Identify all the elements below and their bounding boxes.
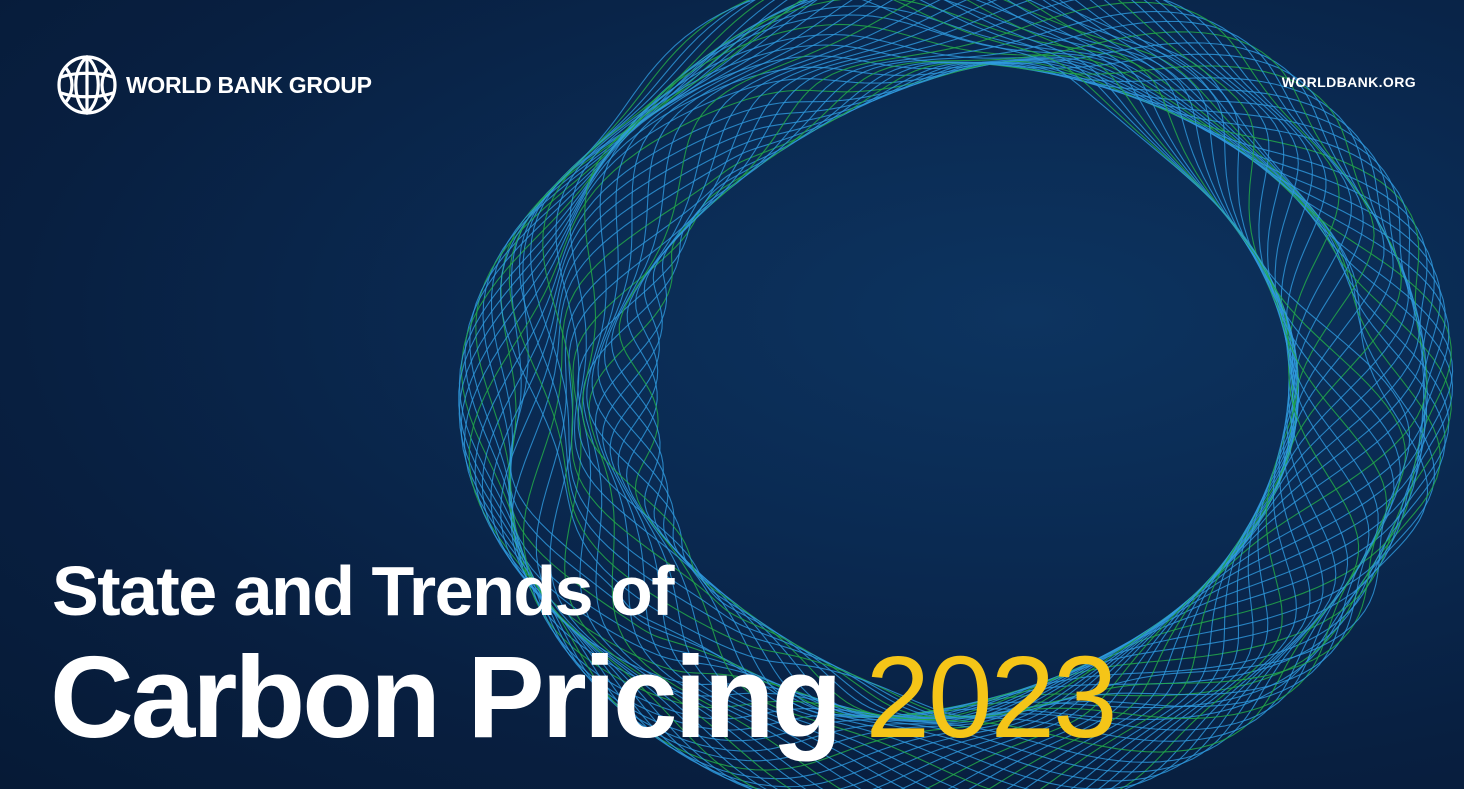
swirl-line: [468, 60, 1428, 771]
swirl-line: [499, 0, 1411, 719]
logo-text: WORLD BANK GROUP: [126, 71, 372, 98]
swirl-line: [611, 0, 1298, 789]
swirl-line: [577, 20, 1364, 789]
swirl-line: [581, 0, 1360, 753]
swirl-line: [474, 61, 1427, 780]
swirl-line: [510, 62, 1409, 789]
swirl-line: [597, 0, 1324, 782]
globe-icon: [57, 55, 117, 115]
swirl-line: [460, 59, 1435, 752]
title-line-1: State and Trends of: [52, 552, 675, 630]
swirl-line: [586, 0, 1349, 763]
swirl-line: [569, 0, 1370, 742]
title-main: Carbon Pricing: [50, 632, 842, 762]
swirl-line: [500, 62, 1415, 789]
swirl-line: [490, 0, 1446, 718]
swirl-line: [529, 0, 1395, 718]
swirl-line: [591, 0, 1337, 773]
swirl-line: [626, 0, 1300, 789]
title-year: 2023: [865, 632, 1117, 762]
swirl-line: [519, 0, 1401, 718]
swirl-line: [594, 0, 1327, 789]
swirl-line: [542, 0, 1388, 719]
swirl-line: [522, 62, 1402, 789]
swirl-line: [463, 60, 1428, 762]
website-link[interactable]: WORLDBANK.ORG: [1281, 74, 1416, 90]
swirl-line: [601, 0, 1313, 789]
swirl-line: [618, 0, 1299, 789]
swirl-line: [564, 31, 1375, 789]
world-bank-logo[interactable]: WORLD BANK GROUP: [56, 54, 372, 116]
swirl-line: [508, 0, 1407, 718]
swirl-line: [555, 0, 1379, 731]
title-line-2: Carbon Pricing 2023: [50, 632, 1118, 762]
swirl-line: [609, 0, 1299, 789]
swirl-line: [500, 0, 1441, 718]
